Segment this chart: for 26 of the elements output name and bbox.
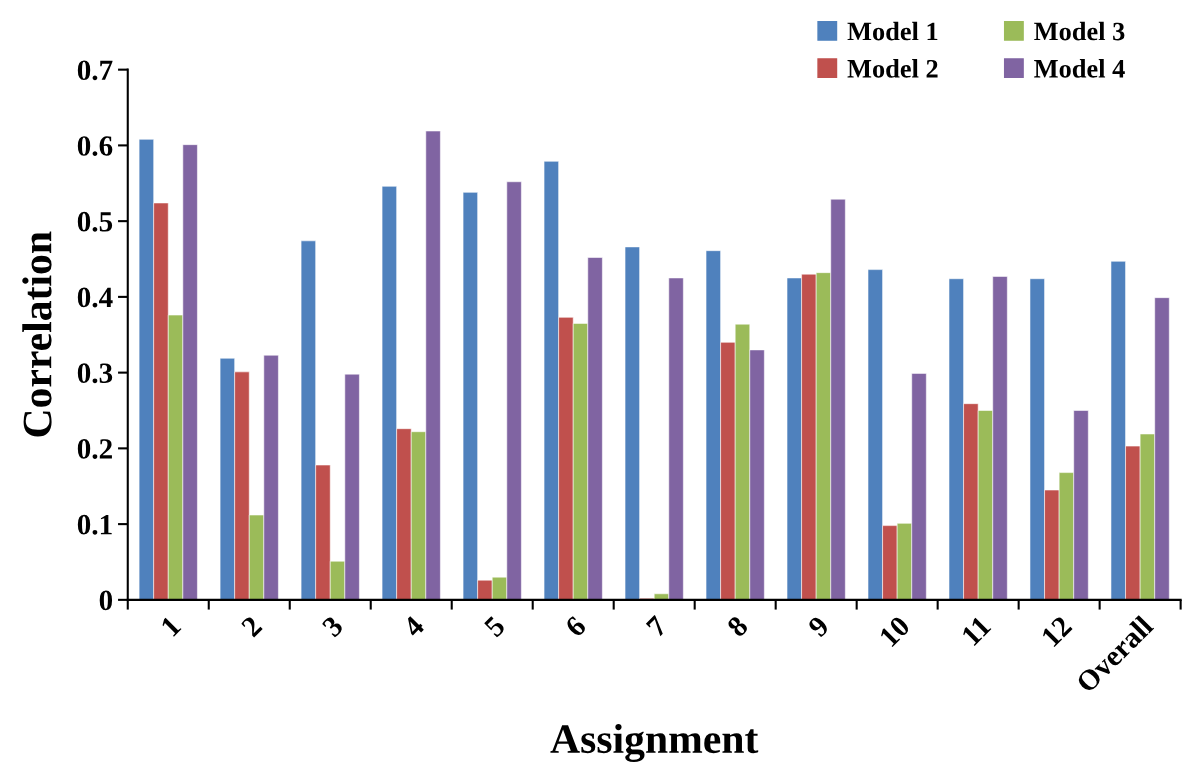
x-axis-title: Assignment	[550, 723, 759, 762]
x-tick-label: 3	[321, 615, 345, 638]
y-tick-label: 0.3	[77, 363, 113, 384]
y-tick-label: 0.5	[77, 211, 113, 232]
x-tick-label: 12	[1040, 615, 1073, 648]
x-tick-label: 8	[726, 615, 750, 638]
y-tick-label: 0	[99, 590, 113, 611]
x-tick-label: 1	[160, 615, 182, 637]
legend-label: Model 2	[847, 59, 938, 78]
x-tick-label: 10	[878, 615, 911, 648]
x-tick-label: 4	[401, 614, 426, 639]
x-tick-label: 5	[483, 615, 506, 638]
y-tick-label: 0.1	[77, 514, 112, 535]
legend-label: Model 1	[847, 21, 938, 41]
y-tick-label: 0.4	[77, 287, 113, 308]
y-tick-label: 0.6	[77, 136, 113, 156]
legend-label: Model 3	[1034, 21, 1125, 41]
y-tick-label: 0.7	[77, 60, 113, 81]
y-axis-title: Correlation	[22, 231, 52, 437]
y-tick-label: 0.2	[77, 439, 112, 459]
x-tick-label: 2	[240, 615, 263, 638]
x-tick-label: 9	[807, 615, 830, 638]
x-tick-label: 7	[645, 615, 669, 638]
x-tick-label: 11	[961, 615, 992, 646]
x-tick-label: 6	[564, 615, 588, 638]
legend-label: Model 4	[1034, 59, 1125, 78]
